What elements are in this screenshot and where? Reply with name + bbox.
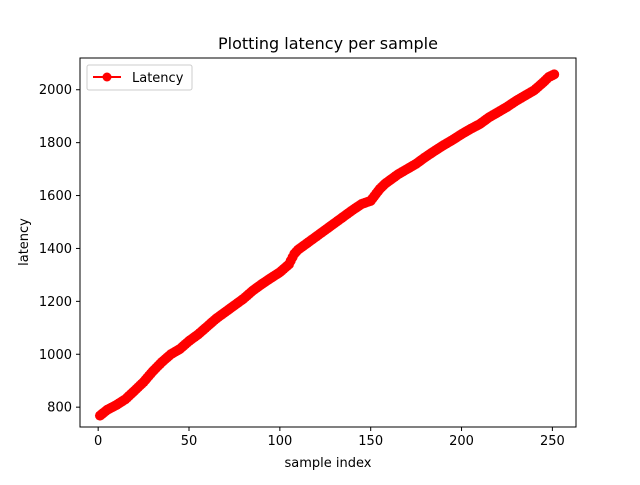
legend-box (86, 64, 193, 91)
data-point (549, 69, 560, 80)
y-axis: 800 1000 1200 1400 1600 1800 2000 (39, 83, 80, 416)
x-tick-label: 50 (181, 434, 198, 449)
y-tick-label: 1000 (39, 348, 72, 363)
y-tick-label: 800 (47, 401, 72, 416)
x-axis: 0 50 100 150 200 250 (94, 427, 565, 449)
y-axis-label: latency (17, 218, 32, 266)
y-tick-label: 1800 (39, 136, 72, 151)
chart-title: Plotting latency per sample (218, 34, 438, 53)
plot-area (94, 69, 560, 421)
x-axis-label: sample index (285, 456, 372, 471)
x-tick-label: 250 (540, 434, 565, 449)
x-tick-label: 200 (449, 434, 474, 449)
y-tick-label: 1400 (39, 242, 72, 257)
legend-label-latency: Latency (132, 71, 184, 86)
y-tick-label: 2000 (39, 83, 72, 98)
legend-marker-swatch (102, 72, 112, 82)
x-tick-label: 0 (94, 434, 102, 449)
x-tick-label: 150 (358, 434, 383, 449)
y-tick-label: 1600 (39, 189, 72, 204)
y-tick-label: 1200 (39, 295, 72, 310)
x-tick-label: 100 (267, 434, 292, 449)
legend: Latency (86, 64, 193, 91)
axes-frame (79, 57, 577, 428)
